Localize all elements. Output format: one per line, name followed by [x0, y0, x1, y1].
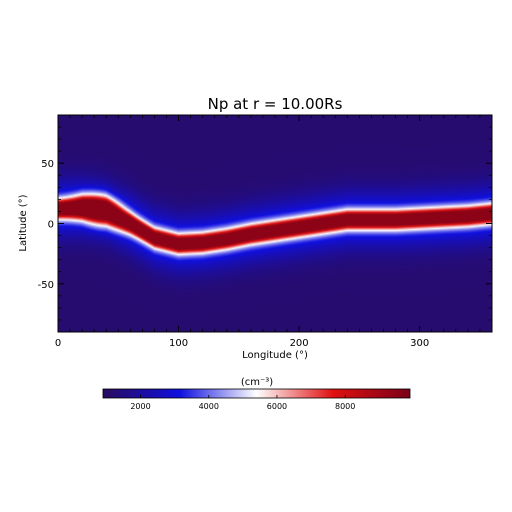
- x-tick-label: 100: [169, 338, 188, 349]
- colorbar-label: (cm⁻³): [241, 377, 273, 388]
- y-axis-ticks: -50 0 50: [38, 126, 492, 321]
- colorbar-tick-label: 4000: [199, 402, 219, 411]
- x-axis-label: Longitude (°): [242, 350, 308, 361]
- y-tick-label: -50: [38, 280, 54, 291]
- colorbar: [103, 389, 410, 398]
- y-axis-label: Latitude (°): [18, 194, 29, 251]
- colorbar-tick-label: 2000: [130, 402, 150, 411]
- colorbar-tick-label: 6000: [267, 402, 287, 411]
- x-tick-label: 0: [55, 338, 61, 349]
- colorbar-ticks: 2000 4000 6000 8000: [130, 395, 355, 411]
- x-tick-label: 300: [410, 338, 429, 349]
- y-tick-label: 0: [48, 220, 54, 231]
- density-heatmap: [58, 115, 492, 332]
- chart-title: Np at r = 10.00Rs: [208, 95, 343, 113]
- colorbar-tick-label: 8000: [335, 402, 355, 411]
- x-axis-ticks: 0 100 200 300: [55, 115, 493, 349]
- y-tick-label: 50: [41, 159, 54, 170]
- colorbar-frame: [102, 388, 411, 399]
- x-tick-label: 200: [290, 338, 309, 349]
